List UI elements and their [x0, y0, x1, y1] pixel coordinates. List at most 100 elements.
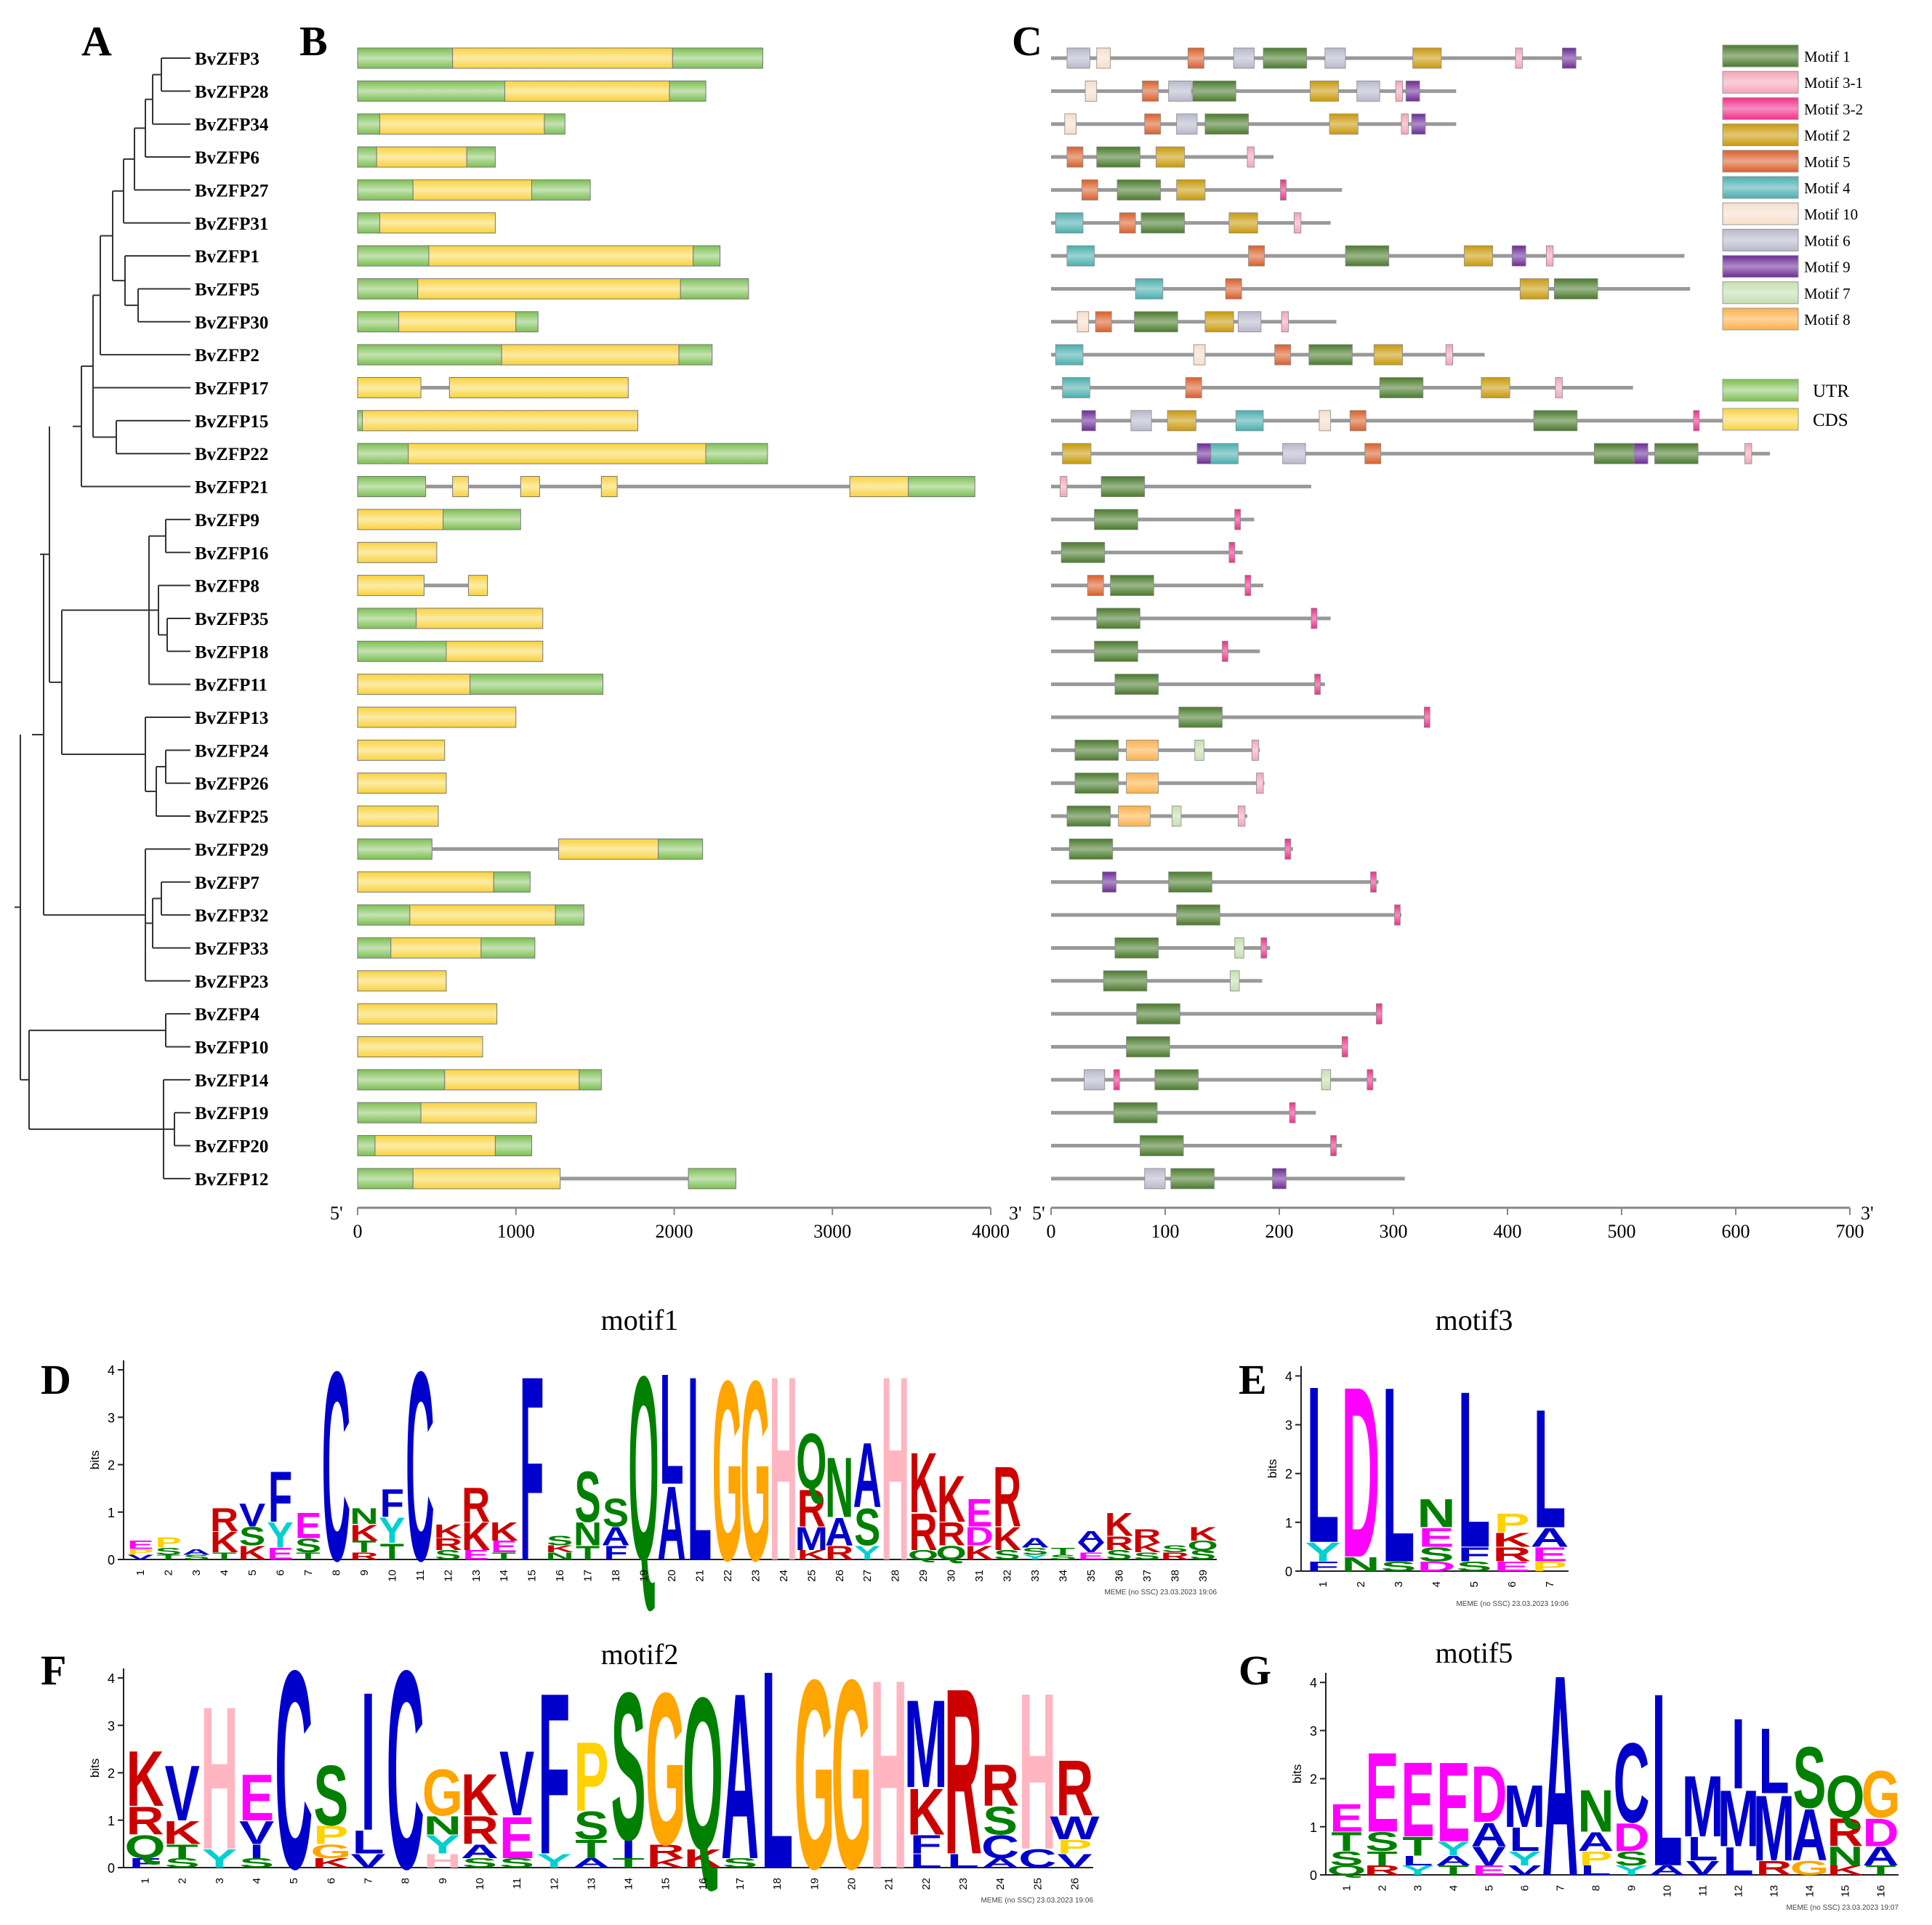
motif-box-m3-2 [1376, 1003, 1382, 1025]
gene-label: BvZFP25 [195, 807, 268, 827]
logo-letter: C [981, 1828, 1019, 1865]
logo-position-label: 2 [177, 1878, 189, 1884]
logo-letter: S [854, 1498, 880, 1557]
motif-box-m1 [1094, 509, 1138, 530]
gene-label: BvZFP3 [195, 49, 259, 69]
logo-letter: R [1364, 1863, 1401, 1878]
logo-letter: G [422, 1757, 463, 1831]
gene-structure-row [357, 344, 713, 366]
logo-letter: H [424, 1850, 462, 1872]
logo-letter: T [156, 1554, 180, 1561]
motif-box-m6 [1324, 47, 1346, 69]
motif-row [1051, 179, 1343, 201]
motif-box-m2 [1167, 410, 1196, 432]
logo-letter: A [461, 1841, 499, 1863]
logo-letter: E [1436, 1739, 1470, 1866]
motif-box-m3-2 [1394, 904, 1401, 926]
axis-c-tick-label: 400 [1494, 1221, 1522, 1242]
logo-position-label: 3 [1412, 1885, 1425, 1891]
utr-segment [357, 1168, 414, 1190]
motif-box-m5 [1188, 47, 1204, 69]
logo-y-tick-label: 0 [108, 1553, 115, 1567]
legend-swatch-m8 [1722, 307, 1799, 331]
logo-letter: C [1614, 1719, 1650, 1847]
axis-c-tick-label: 500 [1608, 1221, 1636, 1242]
logo-letter: L [1758, 1708, 1789, 1812]
legend-swatch-m10 [1722, 202, 1799, 225]
logo-position-label: 5 [288, 1878, 300, 1884]
logo-letter: E [1494, 1559, 1530, 1575]
logo-letter: V [239, 1497, 266, 1534]
logo-letter: R [797, 1479, 826, 1538]
gene-structure-axis: 5' 3' 0 1000 2000 3000 4000 [330, 1203, 1022, 1242]
logo-letter: L [1580, 1863, 1611, 1878]
logo-letter: A [182, 1548, 211, 1557]
logo-position-label: 1 [134, 1570, 147, 1575]
logo-position-label: 9 [358, 1570, 371, 1575]
motif-box-m6 [1233, 47, 1255, 69]
logo-letter: E [1401, 1740, 1434, 1860]
logo-letter: D [1341, 1336, 1380, 1608]
motif-box-m1 [1114, 937, 1159, 959]
logo-letter: A [981, 1856, 1019, 1870]
logo-letter: E [491, 1538, 517, 1557]
motif-box-m6 [1144, 1168, 1166, 1190]
logo-title: motif5 [1436, 1637, 1513, 1669]
motif-box-m3-1 [1238, 805, 1246, 827]
logo-letter: Q [628, 1320, 659, 1615]
logo-footer: MEME (no SSC) 23.03.2023 19:06 [981, 1897, 1093, 1905]
gene-label: BvZFP10 [195, 1038, 268, 1058]
logo-letter: P [1532, 1559, 1568, 1575]
motif-row [1051, 47, 1582, 69]
logo-letter: S [603, 1490, 629, 1535]
motif-box-m1 [1103, 970, 1148, 992]
logo-y-tick-label: 0 [1310, 1868, 1317, 1883]
motif-box-m1 [1074, 772, 1119, 794]
motif-box-m1 [1066, 805, 1111, 827]
logo-letter: N [424, 1811, 462, 1841]
gene-structure-panel [357, 47, 975, 1190]
logo-letter: A [1530, 1522, 1569, 1553]
logo-position-label: 2 [1377, 1885, 1389, 1891]
logo-y-tick-label: 3 [108, 1719, 115, 1733]
utr-segment [357, 47, 454, 69]
logo-position-label: 25 [805, 1570, 818, 1582]
legend-label: Motif 5 [1804, 153, 1851, 171]
gene-structure-row [357, 805, 439, 827]
motif-box-m2 [1062, 443, 1092, 464]
cds-segment [357, 871, 494, 893]
logo-letter: R [909, 1502, 938, 1561]
cds-segment [398, 311, 517, 333]
motif-box-m10 [1076, 311, 1090, 333]
logo-position-label: 3 [190, 1570, 203, 1575]
axis-b-5prime-label: 5' [330, 1203, 343, 1224]
logo-letter: S [1134, 1551, 1160, 1562]
logo-position-label: 7 [363, 1878, 375, 1884]
panel-letter-b: B [299, 17, 328, 65]
motif-row [1051, 278, 1691, 299]
utr-segment [693, 245, 721, 267]
utr-segment [672, 47, 763, 69]
gene-structure-row [357, 608, 544, 629]
logo-letter: E [1532, 1543, 1568, 1565]
motif-box-m3-2 [1222, 640, 1228, 662]
motif-box-m3-1 [1555, 377, 1563, 398]
motif-box-m3-2 [1423, 706, 1430, 728]
logo-title: motif2 [601, 1638, 679, 1671]
logo-position-label: 5 [1468, 1581, 1481, 1587]
logo-letter: T [1865, 1863, 1896, 1878]
gene-label: BvZFP34 [195, 116, 269, 135]
logo-letter: G [740, 1327, 770, 1615]
gene-structure-row [357, 541, 438, 563]
logo-letter: E [1419, 1522, 1454, 1553]
motif-box-m7 [1234, 937, 1244, 959]
logo-y-tick-label: 3 [1285, 1418, 1292, 1433]
gene-structure-row [357, 871, 531, 893]
logo-position-label: 25 [1031, 1878, 1044, 1890]
logo-letter: P [573, 1722, 608, 1832]
logo-letter: Y [202, 1844, 237, 1874]
gene-structure-row [357, 1135, 533, 1157]
logo-position-label: 11 [1697, 1885, 1710, 1897]
axis-b-tick-label: 1000 [497, 1221, 535, 1242]
logo-letter: H [870, 1623, 908, 1925]
